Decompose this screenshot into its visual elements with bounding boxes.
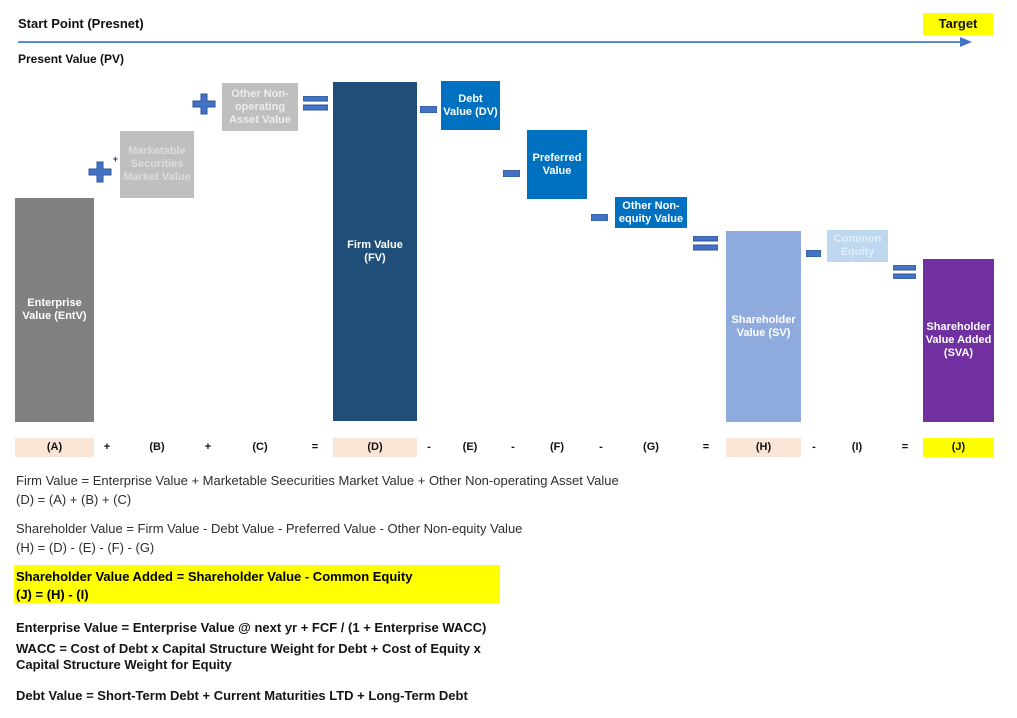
other-nonequity-box: Other Non-equity Value: [615, 197, 687, 228]
wacc-formula-line2: Capital Structure Weight for Equity: [16, 657, 232, 672]
firm-value-formula: Firm Value = Enterprise Value + Marketab…: [16, 473, 619, 488]
common-equity-box: Common Equity: [827, 230, 888, 262]
target-label: Target: [923, 13, 993, 35]
equals-icon: [302, 95, 329, 116]
debt-value-formula: Debt Value = Short-Term Debt + Current M…: [16, 688, 468, 703]
formula-label-B: (B): [149, 441, 165, 453]
shareholder-value-formula: Shareholder Value = Firm Value - Debt Va…: [16, 521, 523, 536]
equals-icon: [892, 264, 917, 284]
firm-value-box: Firm Value (FV): [333, 82, 417, 421]
shareholder-value-box: Shareholder Value (SV): [726, 231, 801, 422]
enterprise-value-formula: Enterprise Value = Enterprise Value @ ne…: [16, 620, 487, 635]
formula-label-H: (H): [726, 438, 801, 457]
formula-op-minus: -: [427, 441, 431, 453]
formula-op-equals: =: [901, 441, 909, 453]
preferred-value-box: Preferred Value: [527, 130, 587, 199]
formula-label-G: (G): [643, 441, 659, 453]
formula-label-F: (F): [549, 441, 565, 453]
firm-value-formula-letters: (D) = (A) + (B) + (C): [16, 492, 132, 507]
equals-icon: [692, 235, 719, 256]
formula-label-D: (D): [333, 438, 417, 457]
plus-superscript-icon: +: [112, 154, 118, 164]
sva-formula-letters: (J) = (H) - (I): [16, 587, 89, 602]
formula-op-minus: -: [511, 441, 515, 453]
formula-op-plus: +: [204, 441, 212, 453]
plus-icon: +: [88, 154, 118, 188]
timeline-arrow-line: [18, 41, 962, 43]
formula-label-E: (E): [462, 441, 478, 453]
wacc-formula-line1: WACC = Cost of Debt x Capital Structure …: [16, 641, 481, 656]
formula-op-minus: -: [812, 441, 816, 453]
minus-icon: [805, 244, 822, 262]
start-point-label: Start Point (Presnet): [18, 16, 144, 31]
formula-label-C: (C): [252, 441, 268, 453]
sva-formula: Shareholder Value Added = Shareholder Va…: [16, 569, 413, 584]
formula-op-plus: +: [103, 441, 111, 453]
formula-label-J: (J): [923, 438, 994, 457]
plus-icon: [192, 93, 216, 120]
shareholder-value-formula-letters: (H) = (D) - (E) - (F) - (G): [16, 540, 155, 555]
debt-value-box: Debt Value (DV): [441, 81, 500, 130]
formula-op-minus: -: [599, 441, 603, 453]
formula-op-equals: =: [311, 441, 319, 453]
marketable-securities-box: Marketable Securities Market Value: [120, 131, 194, 198]
formula-op-equals: =: [702, 441, 710, 453]
enterprise-value-box: Enterprise Value (EntV): [15, 198, 94, 422]
present-value-label: Present Value (PV): [18, 52, 125, 66]
arrowhead-icon: [960, 37, 972, 47]
other-nonoperating-box: Other Non-operating Asset Value: [222, 83, 298, 131]
minus-icon: [502, 164, 521, 182]
minus-icon: [590, 208, 609, 226]
shareholder-value-added-box: Shareholder Value Added (SVA): [923, 259, 994, 422]
formula-label-I: (I): [851, 441, 863, 453]
minus-icon: [419, 100, 438, 118]
formula-label-A: (A): [15, 438, 94, 457]
